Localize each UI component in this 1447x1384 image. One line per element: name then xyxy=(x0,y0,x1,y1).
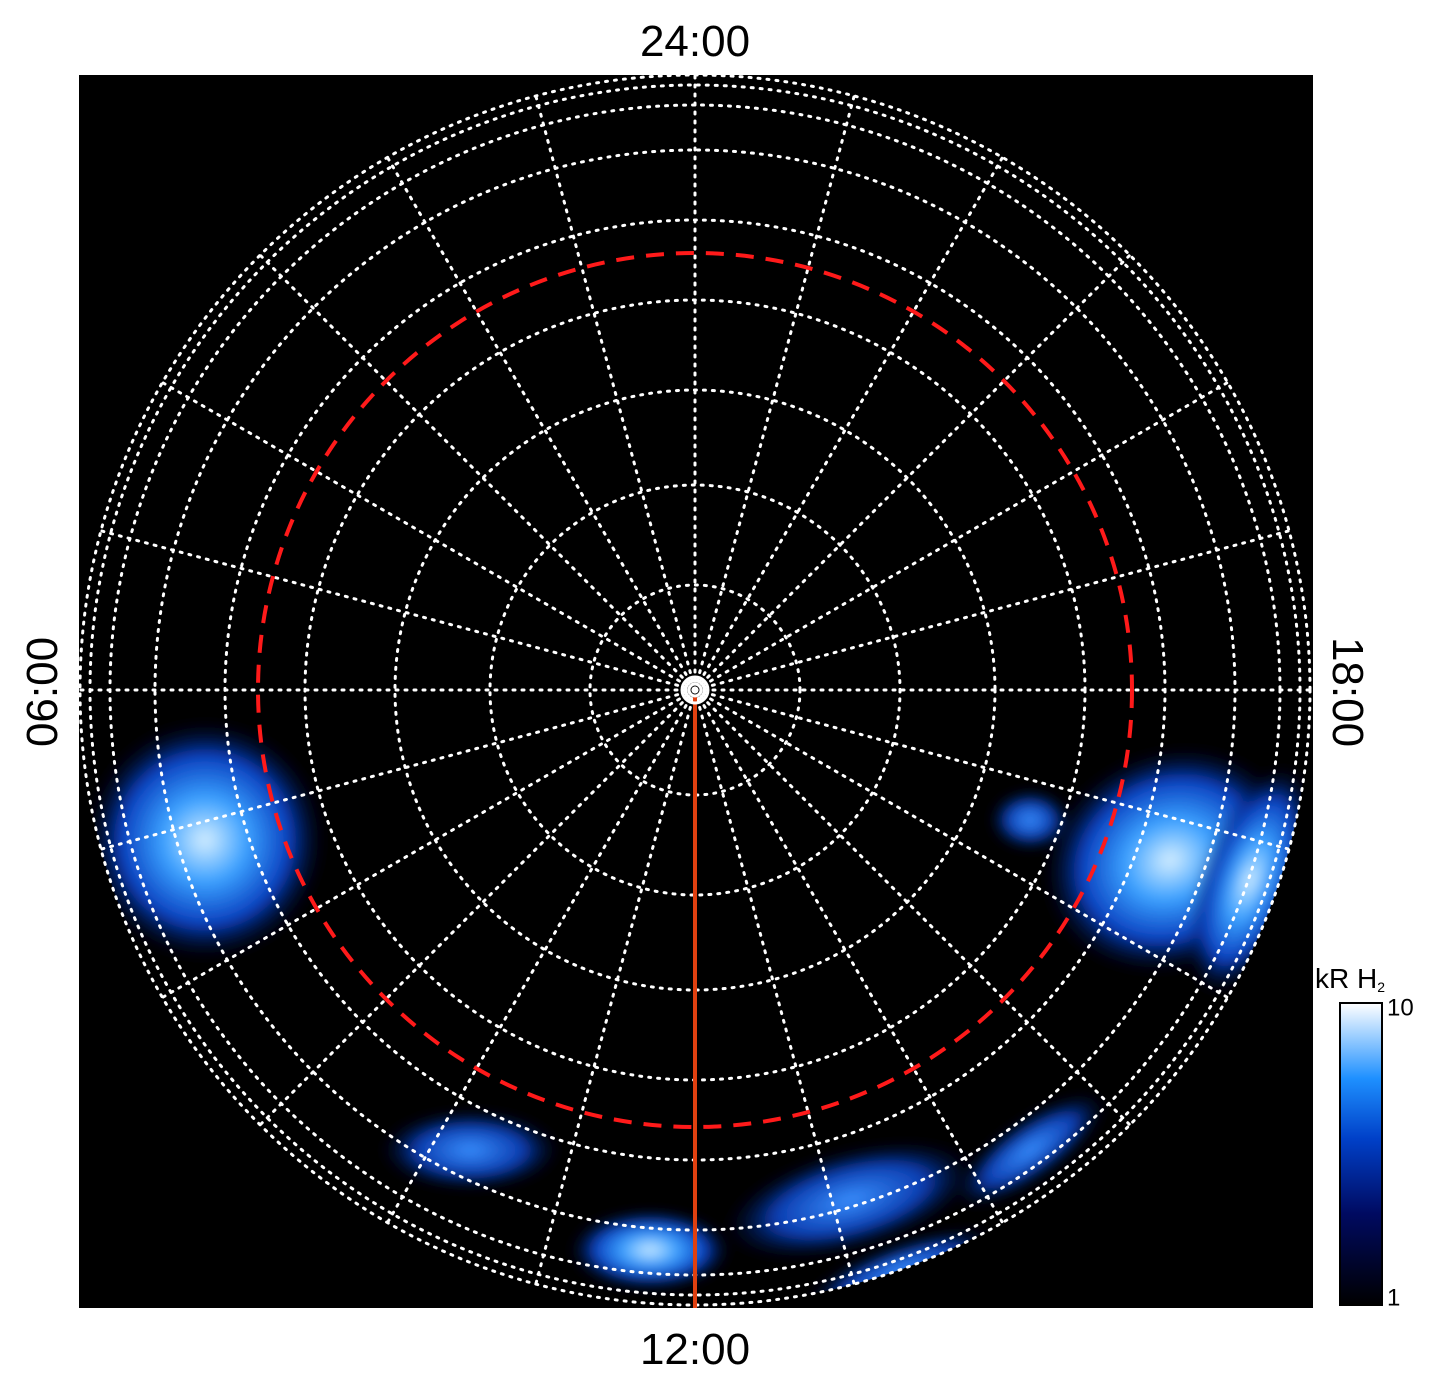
pole-marker xyxy=(680,675,710,705)
grid-spoke xyxy=(693,253,1132,692)
pole-marker xyxy=(687,682,703,698)
colorbar-label: kR H2 xyxy=(1315,963,1385,995)
grid-spoke xyxy=(99,529,697,692)
grid-spoke xyxy=(160,688,697,999)
grid-spoke xyxy=(534,688,697,1286)
grid-spoke xyxy=(693,155,1004,692)
colorbar xyxy=(1339,1002,1383,1306)
local-time-label: 18:00 xyxy=(1323,637,1372,747)
grid-circle xyxy=(488,483,902,897)
grid-spoke xyxy=(534,94,697,692)
local-time-label: 12:00 xyxy=(640,1325,750,1374)
colorbar-tick-label: 10 xyxy=(1387,994,1414,1021)
grid-spoke xyxy=(693,381,1230,692)
colorbar-label-subscript: 2 xyxy=(1377,979,1385,995)
colorbar-label-text: kR H xyxy=(1315,963,1377,994)
grid-spoke xyxy=(258,253,697,692)
grid-spoke xyxy=(386,688,697,1225)
grid-spoke xyxy=(693,688,1230,999)
grid-spoke xyxy=(386,155,697,692)
grid-spoke xyxy=(693,94,856,692)
grid-spoke xyxy=(693,688,856,1286)
grid-spoke xyxy=(693,688,1132,1127)
colorbar-ticks: 1 10 xyxy=(1376,994,1414,1311)
auroral-emission xyxy=(85,720,1310,1305)
grid-spoke xyxy=(160,381,697,692)
grid-spoke xyxy=(258,688,697,1127)
local-time-label: 24:00 xyxy=(640,17,750,66)
grid-spoke xyxy=(99,688,697,851)
local-time-label: 06:00 xyxy=(18,637,67,747)
grid-spoke xyxy=(693,688,1004,1225)
reference-oval xyxy=(256,251,1134,1129)
grid-spoke xyxy=(693,529,1291,692)
grid-spoke xyxy=(693,688,1291,851)
colorbar-tick-label: 1 xyxy=(1387,1284,1400,1311)
